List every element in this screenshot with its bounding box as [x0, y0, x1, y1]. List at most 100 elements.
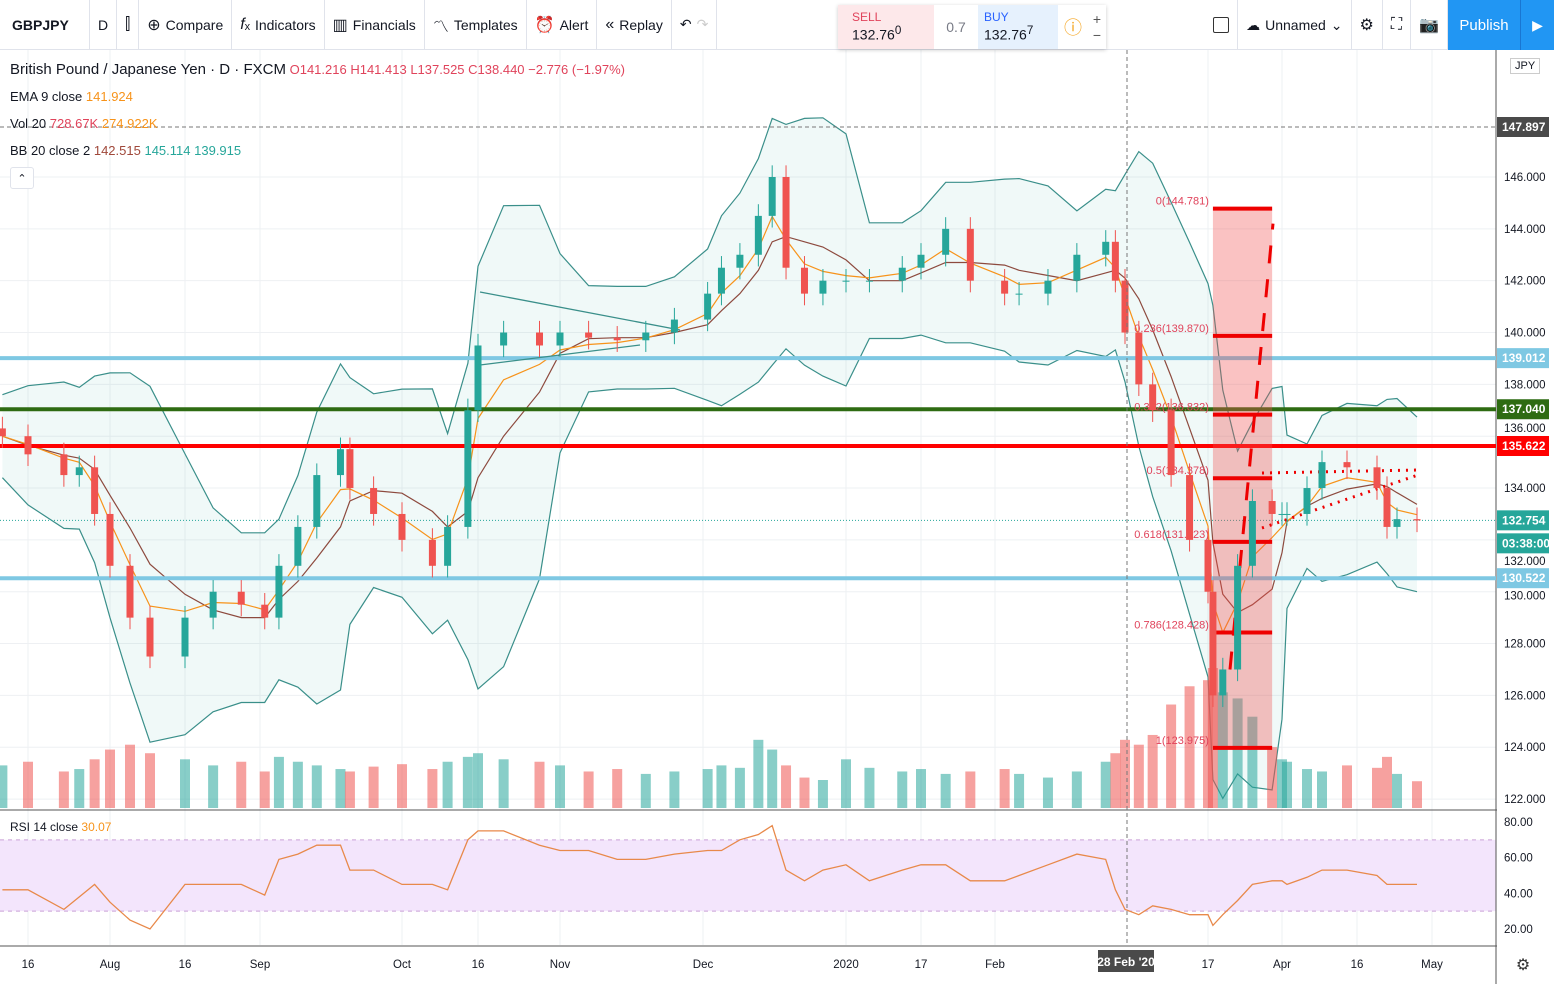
snapshot-button[interactable]: 📷 — [1411, 0, 1448, 50]
candle-body — [1121, 280, 1129, 333]
fib-level-label: 0(144.781) — [1156, 196, 1209, 208]
candles-icon: ⫿ — [125, 15, 131, 33]
plus-icon[interactable]: + — [1092, 11, 1102, 27]
candle-body — [464, 410, 472, 527]
vol-label[interactable]: Vol 20 — [10, 116, 47, 131]
cloud-icon: ☁ — [1246, 16, 1261, 33]
candle-body — [106, 513, 114, 566]
fullscreen-button[interactable]: ⛶ — [1383, 0, 1412, 50]
redo-icon[interactable]: ↷ — [696, 16, 709, 32]
candle-body — [1303, 488, 1311, 514]
info-icon[interactable]: ⓘ — [1064, 18, 1082, 38]
rsi-tick-label: 60.00 — [1504, 853, 1533, 865]
candle-body — [613, 337, 621, 341]
volume-bar — [1412, 781, 1422, 808]
interval-button[interactable]: D — [90, 0, 118, 50]
volume-bar — [583, 771, 594, 808]
symbol-search[interactable]: GBPJPY — [0, 0, 90, 50]
time-tick-label: 17 — [1202, 959, 1215, 971]
fullscreen-toggle[interactable] — [1205, 0, 1239, 50]
ema-label[interactable]: EMA 9 close — [10, 89, 83, 104]
buy-button[interactable]: BUY 132.767 — [978, 5, 1058, 49]
current-price-tag: 132.754 — [1502, 513, 1546, 527]
candle-body — [536, 332, 543, 346]
rsi-label[interactable]: RSI 14 close — [10, 820, 79, 834]
candle-body — [0, 428, 6, 437]
volume-bar — [58, 771, 69, 808]
bb-label[interactable]: BB 20 close 2 — [10, 143, 91, 158]
volume-bar — [427, 769, 438, 808]
level-price-tag-bg — [1497, 399, 1549, 420]
crosshair-price-tag-bg — [1497, 117, 1549, 137]
sell-button[interactable]: SELL 132.760 — [838, 5, 934, 49]
collapse-legend-button[interactable]: ⌃ — [10, 167, 34, 189]
candle-body — [782, 177, 790, 268]
volume-bar — [1372, 767, 1382, 808]
price-tick-label: 138.000 — [1504, 379, 1546, 391]
indicators-button[interactable]: fₓ Indicators — [232, 0, 325, 50]
quantity-stepper[interactable]: + − — [1088, 5, 1106, 49]
time-tick-label: Feb — [985, 959, 1005, 971]
volume-bar — [1110, 753, 1121, 808]
candle-body — [1204, 539, 1212, 592]
candle-body — [642, 332, 650, 341]
financials-button[interactable]: ▥ Financials — [325, 0, 425, 50]
templates-button[interactable]: 〽 Templates — [425, 0, 527, 50]
main-pane: 0(144.781)0.236(139.870)0.382(136.832)0.… — [0, 117, 1496, 808]
fx-icon: fₓ — [240, 15, 250, 33]
bar-chart-icon: ▥ — [332, 16, 348, 34]
level-price-tag: 139.012 — [1502, 351, 1546, 365]
candle-body — [209, 591, 217, 618]
volume-bar — [817, 780, 828, 808]
fib-level-label: 0.786(128.428) — [1134, 619, 1209, 631]
candle-body — [146, 617, 154, 657]
candle-body — [768, 177, 776, 216]
price-tick-label: 130.000 — [1504, 591, 1546, 603]
replay-button[interactable]: «Replay — [597, 0, 672, 50]
chevron-down-icon: ⌄ — [1330, 16, 1343, 33]
volume-bar — [1302, 769, 1312, 808]
play-button[interactable]: ▶ — [1520, 0, 1554, 50]
volume-bar — [462, 756, 473, 808]
volume-bar — [1282, 761, 1292, 808]
crosshair-date-tag: 28 Feb '20 — [1097, 955, 1155, 969]
publish-button[interactable]: Publish — [1448, 0, 1520, 50]
candle-body — [500, 332, 508, 346]
level-price-tag-bg — [1497, 568, 1549, 589]
candle-body — [1015, 293, 1023, 295]
rsi-line — [2, 824, 1417, 930]
volume-bar — [1166, 704, 1177, 808]
undo-icon[interactable]: ↶ — [679, 16, 692, 32]
compare-button[interactable]: ⊕ Compare — [139, 0, 233, 50]
volume-bar — [1232, 698, 1243, 808]
volume-bar — [0, 765, 8, 808]
chart-type-button[interactable]: ⫿ — [117, 0, 140, 50]
layout-menu[interactable]: ☁ Unnamed ⌄ — [1238, 0, 1352, 50]
volume-bar — [442, 761, 453, 808]
candle-body — [556, 332, 564, 346]
settings-gear-icon[interactable]: ⚙ — [1516, 957, 1530, 974]
volume-bar — [1382, 756, 1392, 808]
volume-bar — [74, 769, 85, 808]
alert-button[interactable]: ⏰ Alert — [527, 0, 598, 50]
volume-bar — [180, 759, 190, 808]
gear-icon: ⚙ — [1359, 17, 1374, 34]
candle-body — [1149, 384, 1157, 411]
time-tick-label: 16 — [472, 959, 485, 971]
volume-bar — [702, 769, 713, 808]
indicators-label: Indicators — [254, 16, 316, 33]
candle-body — [313, 475, 321, 527]
fib-level-label: 0.618(131.923) — [1134, 529, 1209, 541]
volume-bar — [208, 765, 219, 808]
chevron-up-icon: ⌃ — [17, 172, 27, 185]
rsi-band — [0, 839, 1496, 912]
volume-bar — [292, 761, 303, 808]
rsi-tick-label: 20.00 — [1504, 924, 1533, 936]
minus-icon[interactable]: − — [1092, 27, 1102, 43]
settings-button[interactable]: ⚙ — [1352, 0, 1383, 50]
price-tick-label: 132.000 — [1504, 556, 1546, 568]
price-tick-label: 124.000 — [1504, 742, 1546, 754]
volume-bar — [23, 761, 33, 808]
alert-label: Alert — [559, 16, 589, 33]
